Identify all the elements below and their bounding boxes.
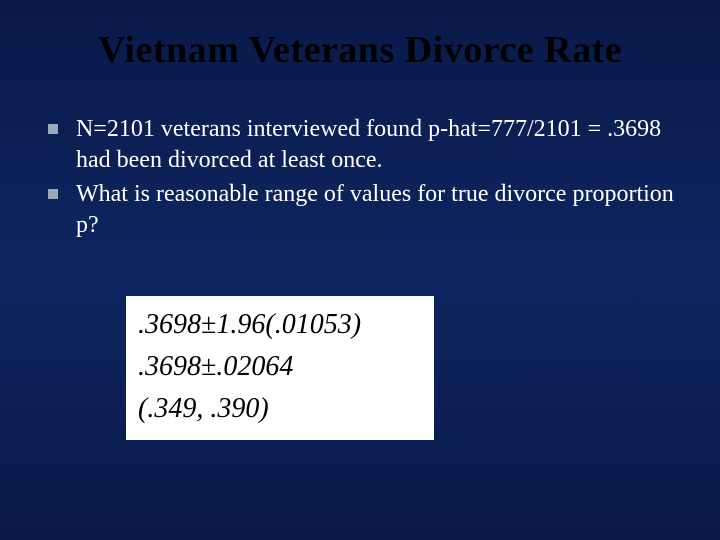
bullet-text: What is reasonable range of values for t… <box>76 179 690 240</box>
list-item: What is reasonable range of values for t… <box>48 179 690 240</box>
square-bullet-icon <box>48 124 58 134</box>
math-value: .02064 <box>216 351 293 382</box>
math-value: .3698 <box>138 351 201 382</box>
equation-line: (.349, .390) <box>138 388 422 430</box>
math-value: 1.96(.01053) <box>216 309 361 340</box>
equation-line: .3698±1.96(.01053) <box>138 304 422 346</box>
math-value: (.349, .390) <box>138 393 269 424</box>
equation-box: .3698±1.96(.01053) .3698±.02064 (.349, .… <box>126 296 434 440</box>
plus-minus-icon: ± <box>201 309 216 340</box>
bullet-text: N=2101 veterans interviewed found p-hat=… <box>76 114 690 175</box>
list-item: N=2101 veterans interviewed found p-hat=… <box>48 114 690 175</box>
plus-minus-icon: ± <box>201 351 216 382</box>
square-bullet-icon <box>48 189 58 199</box>
math-value: .3698 <box>138 309 201 340</box>
equation-line: .3698±.02064 <box>138 346 422 388</box>
slide-title: Vietnam Veterans Divorce Rate <box>0 0 720 72</box>
bullet-list: N=2101 veterans interviewed found p-hat=… <box>0 114 720 241</box>
